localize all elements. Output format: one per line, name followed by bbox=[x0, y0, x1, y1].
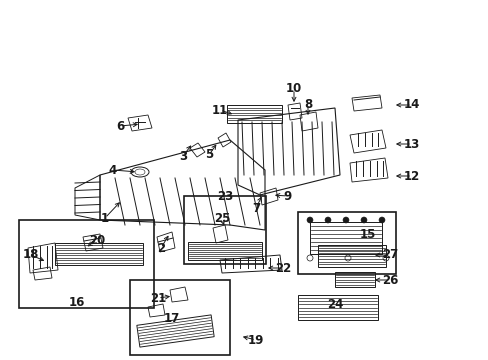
Text: 8: 8 bbox=[303, 98, 311, 111]
Circle shape bbox=[342, 217, 348, 223]
Text: 11: 11 bbox=[211, 104, 228, 117]
Text: 20: 20 bbox=[89, 234, 105, 247]
Text: 22: 22 bbox=[274, 261, 290, 274]
Text: 4: 4 bbox=[109, 163, 117, 176]
Circle shape bbox=[360, 217, 366, 223]
Text: 1: 1 bbox=[101, 211, 109, 225]
Text: 6: 6 bbox=[116, 120, 124, 132]
Bar bbox=[130, 280, 229, 355]
Text: 26: 26 bbox=[381, 274, 397, 287]
Circle shape bbox=[378, 217, 384, 223]
Text: 7: 7 bbox=[251, 202, 260, 215]
Text: 2: 2 bbox=[157, 242, 165, 255]
Text: 15: 15 bbox=[359, 228, 375, 240]
Text: 9: 9 bbox=[284, 189, 291, 202]
Text: 14: 14 bbox=[403, 99, 419, 112]
Text: 12: 12 bbox=[403, 170, 419, 183]
Text: 10: 10 bbox=[285, 82, 302, 95]
Text: 13: 13 bbox=[403, 138, 419, 150]
Text: 16: 16 bbox=[69, 297, 85, 310]
Text: 5: 5 bbox=[204, 148, 213, 162]
Text: 17: 17 bbox=[163, 311, 180, 324]
Bar bbox=[19, 220, 154, 308]
Text: 27: 27 bbox=[381, 248, 397, 261]
Text: 23: 23 bbox=[217, 190, 233, 203]
Circle shape bbox=[306, 217, 312, 223]
Text: 18: 18 bbox=[23, 248, 39, 261]
Bar bbox=[297, 212, 395, 274]
Circle shape bbox=[325, 217, 330, 223]
Text: 21: 21 bbox=[149, 292, 166, 305]
Text: 19: 19 bbox=[247, 333, 264, 346]
Text: 3: 3 bbox=[179, 149, 187, 162]
Bar bbox=[183, 196, 265, 264]
Text: 24: 24 bbox=[326, 298, 343, 311]
Text: 25: 25 bbox=[213, 212, 230, 225]
